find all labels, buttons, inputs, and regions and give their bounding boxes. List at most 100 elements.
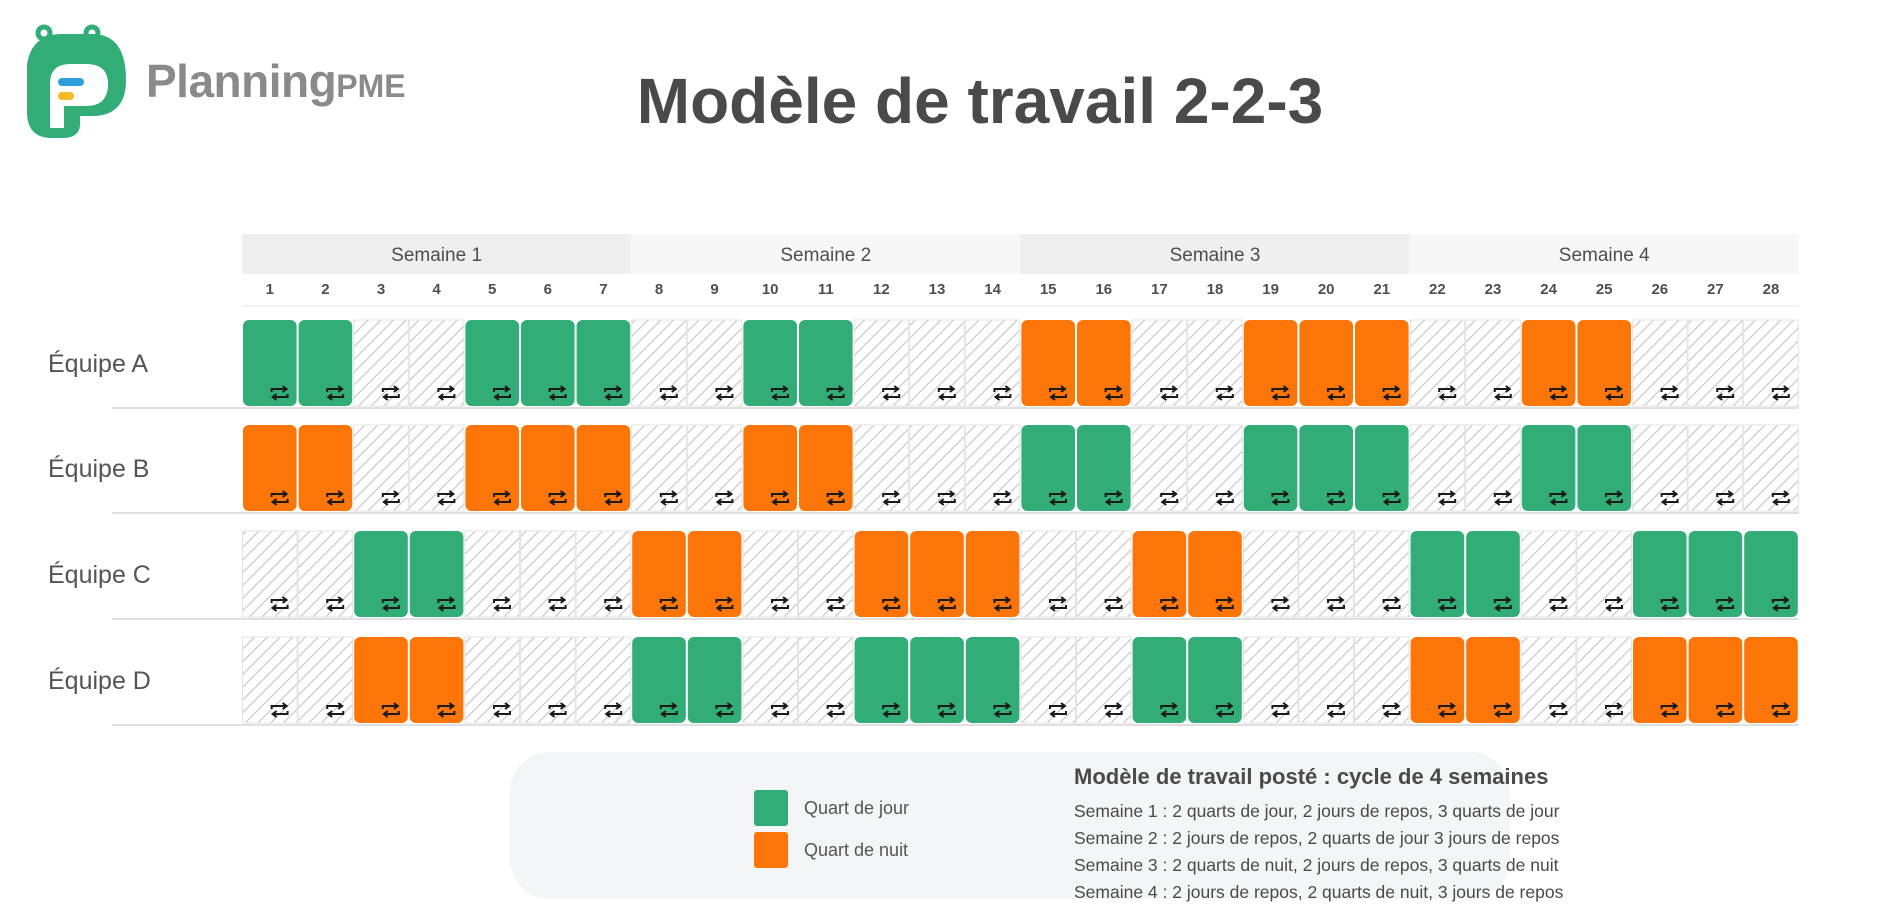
rest-day-cell xyxy=(1409,424,1466,512)
swap-arrows-icon xyxy=(493,702,511,718)
swap-arrows-icon xyxy=(1771,596,1790,612)
rest-day-cell xyxy=(408,319,465,407)
swap-arrows-icon xyxy=(882,596,901,612)
rest-day-cell xyxy=(464,636,520,724)
swap-arrows-icon xyxy=(993,702,1012,718)
swap-arrows-icon xyxy=(1160,385,1179,401)
rest-day-cell xyxy=(242,530,298,618)
swap-arrows-icon xyxy=(1549,490,1568,506)
rest-day-cell xyxy=(1576,636,1633,724)
swap-arrows-icon xyxy=(715,385,734,401)
day-number: 26 xyxy=(1651,281,1668,298)
night-shift-cell xyxy=(910,531,964,617)
swap-arrows-icon xyxy=(1049,596,1067,612)
night-shift-cell xyxy=(687,531,742,617)
rest-day-cell xyxy=(1242,530,1299,618)
swap-arrows-icon xyxy=(604,596,623,612)
swap-arrows-icon xyxy=(1605,385,1623,401)
swap-arrows-icon xyxy=(659,490,678,506)
night-shift-cell xyxy=(1299,320,1353,406)
swap-arrows-icon xyxy=(771,385,789,401)
cycle-description-title: Modèle de travail posté : cycle de 4 sem… xyxy=(1074,764,1549,789)
rest-day-cell xyxy=(1020,530,1077,618)
swap-arrows-icon xyxy=(993,490,1012,506)
rest-day-cell xyxy=(742,530,799,618)
legend-day-label: Quart de jour xyxy=(804,797,910,818)
rest-day-cell xyxy=(1131,319,1188,407)
swap-arrows-icon xyxy=(1771,490,1790,506)
swap-arrows-icon xyxy=(437,490,456,506)
day-number: 17 xyxy=(1151,281,1168,298)
day-number: 27 xyxy=(1707,281,1724,298)
swap-arrows-icon xyxy=(771,490,789,506)
planningpme-logo-icon xyxy=(27,24,126,138)
rest-day-cell xyxy=(242,636,298,724)
rest-day-cell xyxy=(464,530,520,618)
cycle-description-line-2: Semaine 2 : 2 jours de repos, 2 quarts d… xyxy=(1074,828,1560,848)
swap-arrows-icon xyxy=(1327,385,1345,401)
night-shift-cell xyxy=(1132,531,1187,617)
day-shift-cell xyxy=(632,637,686,723)
day-shift-cell xyxy=(1466,531,1520,617)
day-number: 18 xyxy=(1207,281,1224,298)
night-shift-cell xyxy=(354,637,408,723)
night-shift-cell xyxy=(1355,320,1409,406)
day-shift-cell xyxy=(243,320,297,406)
rest-day-cell xyxy=(1131,424,1188,512)
day-shift-cell xyxy=(1021,425,1075,511)
rest-day-cell xyxy=(1687,424,1744,512)
night-shift-cell xyxy=(1521,320,1576,406)
swap-arrows-icon xyxy=(381,702,400,718)
swap-arrows-icon xyxy=(548,490,567,506)
rest-day-cell xyxy=(909,424,965,512)
swap-arrows-icon xyxy=(882,490,901,506)
swap-arrows-icon xyxy=(493,490,511,506)
swap-arrows-icon xyxy=(1327,596,1345,612)
swap-arrows-icon xyxy=(1493,702,1512,718)
rest-day-cell xyxy=(520,530,576,618)
day-shift-cell xyxy=(1521,425,1576,511)
rest-day-cell xyxy=(1743,319,1799,407)
night-shift-cell xyxy=(799,425,853,511)
day-number: 3 xyxy=(377,281,385,298)
rest-day-cell xyxy=(686,319,743,407)
day-shift-cell xyxy=(1132,637,1187,723)
swap-arrows-icon xyxy=(1215,702,1234,718)
team-label: Équipe C xyxy=(48,560,151,589)
week-header-bg xyxy=(1409,234,1799,274)
night-shift-cell xyxy=(1243,320,1298,406)
night-shift-cell xyxy=(743,425,797,511)
cycle-description-line-1: Semaine 1 : 2 quarts de jour, 2 jours de… xyxy=(1074,801,1560,821)
day-shift-cell xyxy=(521,320,575,406)
day-number: 14 xyxy=(984,281,1001,298)
swap-arrows-icon xyxy=(1605,490,1623,506)
swap-arrows-icon xyxy=(993,596,1012,612)
swap-arrows-icon xyxy=(1327,702,1345,718)
swap-arrows-icon xyxy=(1771,702,1790,718)
swap-arrows-icon xyxy=(771,596,789,612)
day-number: 12 xyxy=(873,281,890,298)
swap-arrows-icon xyxy=(1438,490,1457,506)
swap-arrows-icon xyxy=(993,385,1012,401)
day-number: 19 xyxy=(1262,281,1279,298)
rest-day-cell xyxy=(1354,530,1410,618)
legend-night-swatch xyxy=(754,832,788,868)
swap-arrows-icon xyxy=(326,702,345,718)
rest-day-cell xyxy=(1409,319,1466,407)
swap-arrows-icon xyxy=(1493,385,1512,401)
swap-arrows-icon xyxy=(826,490,845,506)
day-shift-cell xyxy=(298,320,353,406)
legend-day-swatch xyxy=(754,790,788,826)
day-number: 22 xyxy=(1429,281,1446,298)
swap-arrows-icon xyxy=(1160,596,1179,612)
rest-day-cell xyxy=(1687,319,1744,407)
night-shift-cell xyxy=(1410,637,1465,723)
logo-wordmark: PlanningPME xyxy=(146,54,406,108)
swap-arrows-icon xyxy=(826,385,845,401)
day-number: 23 xyxy=(1485,281,1502,298)
swap-arrows-icon xyxy=(1049,490,1067,506)
swap-arrows-icon xyxy=(1327,490,1345,506)
day-number: 11 xyxy=(818,281,834,298)
legend-day-shift: Quart de jour xyxy=(754,790,909,826)
